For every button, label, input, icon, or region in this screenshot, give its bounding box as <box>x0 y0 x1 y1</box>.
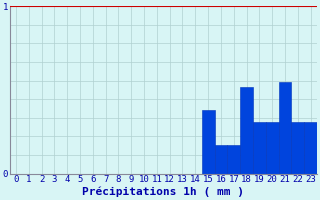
Bar <box>214 145 227 174</box>
Bar <box>227 145 240 174</box>
Bar <box>202 110 214 174</box>
Bar <box>304 122 317 174</box>
Bar <box>292 122 304 174</box>
Bar <box>240 87 253 174</box>
X-axis label: Précipitations 1h ( mm ): Précipitations 1h ( mm ) <box>82 187 244 197</box>
Bar <box>279 82 292 174</box>
Bar <box>266 122 279 174</box>
Bar <box>253 122 266 174</box>
